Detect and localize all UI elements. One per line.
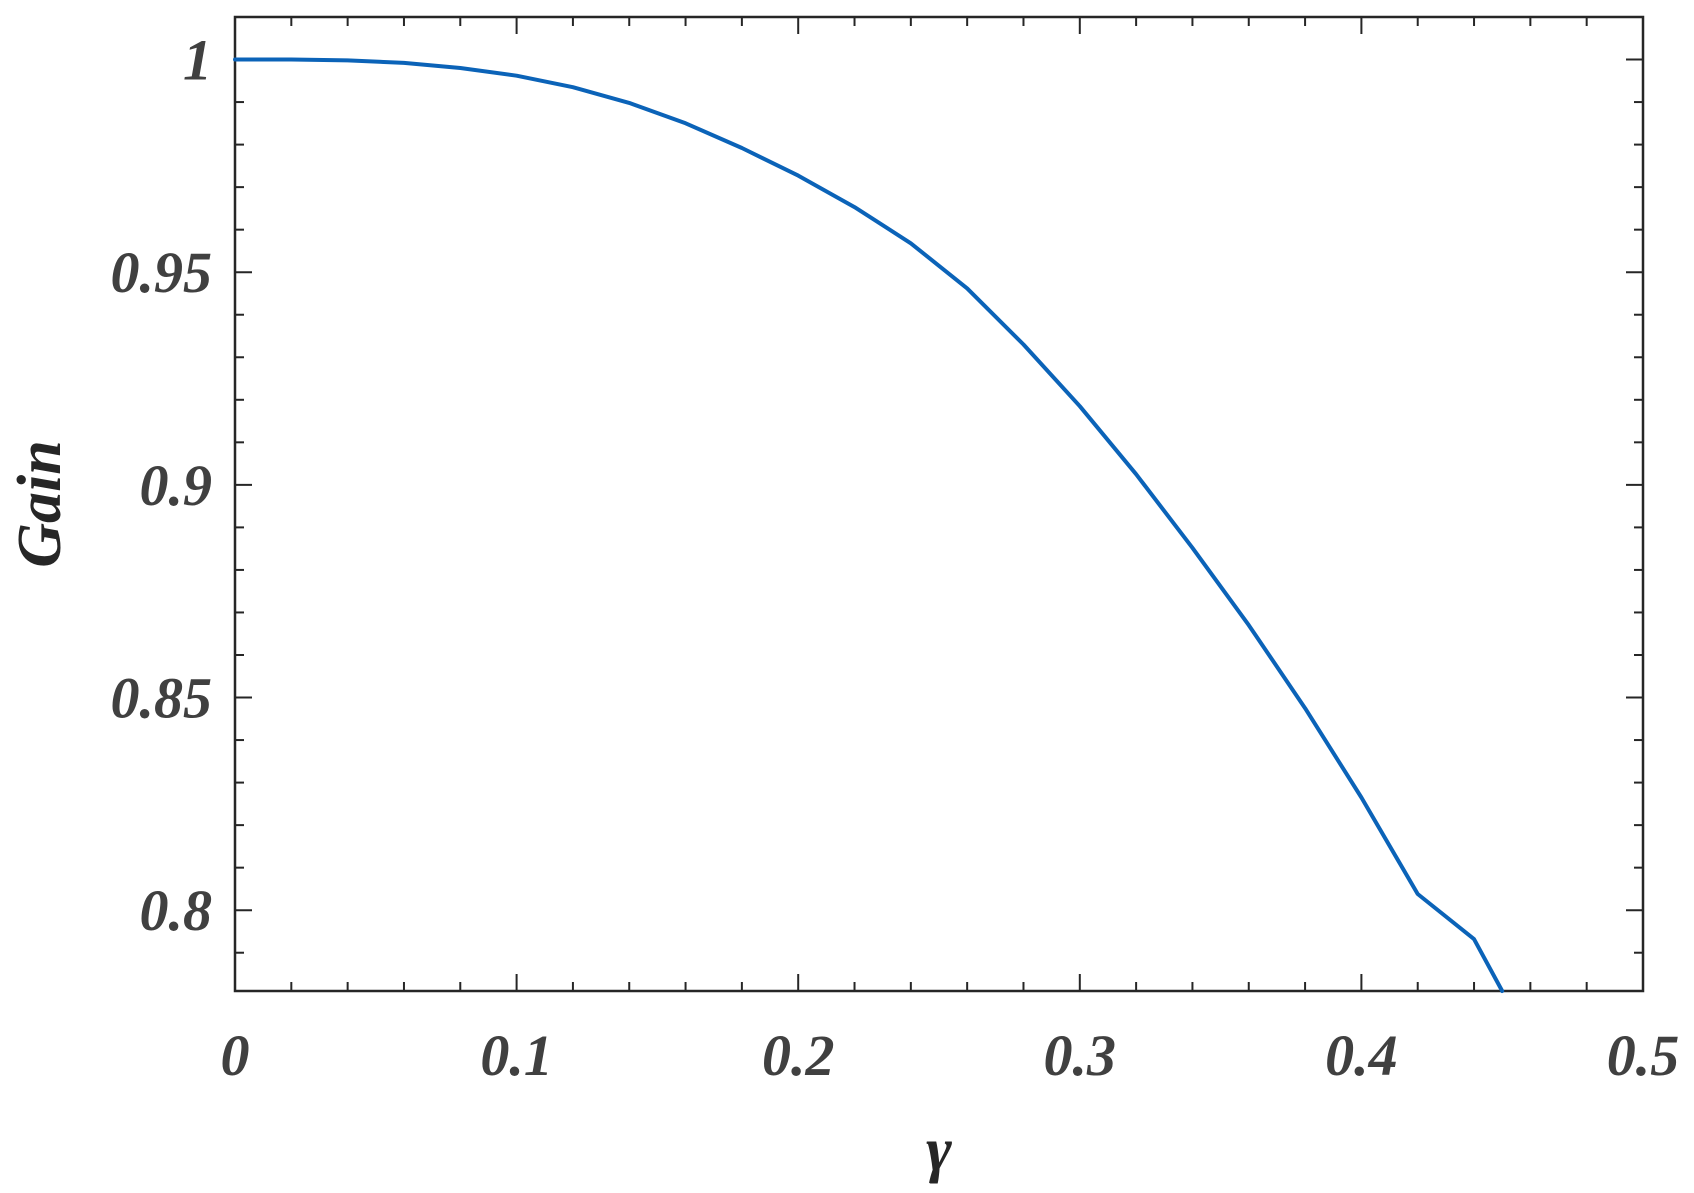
y-axis-label: Gain: [6, 440, 74, 567]
series-line: [233, 57, 1505, 993]
x-tick-label: 0.5: [1607, 1023, 1680, 1088]
x-tick-label: 0.4: [1325, 1023, 1398, 1088]
axis-tick-labels: 0 0.1 0.2 0.3 0.4 0.5 0.8 0.85 0.9 0.95 1: [111, 28, 1680, 1088]
x-tick-label: 0.3: [1044, 1023, 1117, 1088]
axis-ticks: [234, 16, 1644, 991]
series-group: [233, 57, 1505, 993]
y-tick-label: 1: [183, 28, 212, 93]
plot-frame: [233, 15, 1645, 993]
y-tick-label: 0.8: [140, 878, 213, 943]
y-tick-label: 0.95: [111, 240, 213, 305]
x-tick-label: 0.1: [480, 1023, 553, 1088]
y-tick-label: 0.9: [140, 453, 213, 518]
x-tick-label: 0: [221, 1023, 250, 1088]
y-tick-label: 0.85: [111, 666, 213, 731]
x-axis-label: γ: [926, 1116, 952, 1184]
x-tick-label: 0.2: [762, 1023, 835, 1088]
